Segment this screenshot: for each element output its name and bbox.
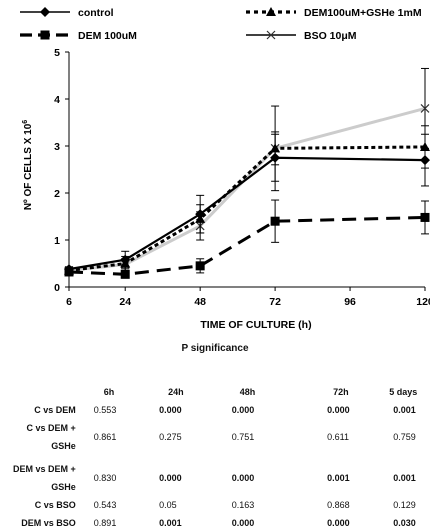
- point-marker: [270, 216, 280, 226]
- x-tick-label: 48: [194, 296, 206, 308]
- significance-row: DEM vs DEM + GSHe 0.830 0.000 0.000 0.001 0.0…: [0, 460, 430, 496]
- series-line: [68, 215, 426, 276]
- y-axis-label-exponent: 6: [22, 120, 29, 124]
- p-value-cell: 0.001: [393, 473, 416, 483]
- p-value-cell: 0.05: [159, 500, 177, 510]
- p-value-cell: 0.275: [159, 432, 182, 442]
- point-marker: [266, 30, 276, 40]
- column-header-6h: 6h: [103, 387, 115, 397]
- series-line: [68, 106, 426, 273]
- series-dem100um-gshe-1mm: [64, 125, 430, 275]
- x-tick-label: 24: [119, 296, 131, 308]
- row-label: C vs DEM: [34, 405, 76, 415]
- point-marker: [40, 30, 50, 40]
- y-axis-label: Nº OF CELLS X 106: [22, 120, 34, 210]
- point-marker: [420, 155, 430, 166]
- significance-table: 6h 24h 48h 72h 5 days C vs DEM 0.553 0.000…: [0, 383, 430, 532]
- p-value-cell: 0.830: [93, 473, 117, 483]
- p-value-cell: 0.001: [393, 405, 416, 415]
- series-line: [68, 145, 426, 273]
- p-value-cell: 0.000: [159, 473, 182, 483]
- p-value-cell: 0.129: [393, 500, 416, 510]
- column-header-5days: 5 days: [389, 387, 418, 397]
- row-label: C vs DEM + GSHe: [26, 423, 76, 451]
- chart-series: [64, 67, 430, 279]
- p-value-cell: 0.759: [393, 432, 416, 442]
- column-header-48h: 48h: [239, 387, 256, 397]
- chart-legend: control DEM100uM+GSHe 1mM DEM 100uM BSO 10μ…: [20, 7, 422, 42]
- significance-row: C vs DEM 0.553 0.000 0.000 0.000 0.001: [0, 401, 430, 419]
- p-value-cell: 0.000: [159, 405, 182, 415]
- significance-title: P significance: [181, 343, 249, 354]
- y-tick-label: 1: [54, 235, 60, 247]
- point-marker: [270, 152, 281, 163]
- p-value-cell: 0.868: [327, 500, 350, 510]
- point-marker: [195, 209, 206, 220]
- x-tick-label: 96: [344, 296, 356, 308]
- p-value-cell: 0.000: [231, 405, 255, 415]
- column-header-72h: 72h: [333, 387, 349, 397]
- legend-item-dem-100um: DEM 100uM: [20, 30, 137, 42]
- p-value-cell: 0.000: [231, 518, 255, 528]
- y-tick-label: 3: [54, 141, 60, 153]
- significance-header-row: 6h 24h 48h 72h 5 days: [0, 383, 430, 401]
- point-marker: [120, 254, 131, 265]
- series-control: [64, 133, 430, 275]
- significance-row: C vs DEM + GSHe 0.861 0.275 0.751 0.611 0.759: [0, 419, 430, 455]
- point-marker: [40, 7, 50, 17]
- series-dem-100um: [64, 199, 430, 279]
- p-value-cell: 0.751: [231, 432, 255, 442]
- point-marker: [266, 7, 276, 16]
- point-marker: [420, 103, 430, 113]
- row-label: DEM vs DEM + GSHe: [13, 464, 76, 492]
- y-tick-label: 2: [54, 188, 60, 200]
- p-value-cell: 0.891: [93, 518, 117, 528]
- x-axis-label: TIME OF CULTURE (h): [200, 319, 311, 331]
- p-value-cell: 0.163: [231, 500, 255, 510]
- p-value-cell: 0.611: [327, 432, 350, 442]
- legend-label: control: [78, 7, 114, 19]
- p-value-cell: 0.861: [93, 432, 117, 442]
- series-bso-10-m: [64, 67, 430, 275]
- y-tick-label: 0: [54, 282, 60, 294]
- chart-axes: 0 1 2 3 4 5 6 24 48 72 96 120: [54, 47, 430, 308]
- y-tick-label: 4: [54, 94, 60, 106]
- legend-label: DEM 100uM: [78, 30, 137, 42]
- x-tick-label: 6: [66, 296, 72, 308]
- p-value-cell: 0.553: [93, 405, 117, 415]
- significance-row: DEM vs BSO 0.891 0.001 0.000 0.000 0.030: [0, 514, 430, 532]
- significance-corner: [0, 383, 76, 401]
- column-header-24h: 24h: [168, 387, 184, 397]
- p-value-cell: 0.001: [327, 473, 350, 483]
- row-label: C vs BSO: [34, 500, 76, 510]
- row-label: DEM vs BSO: [21, 518, 76, 528]
- p-value-cell: 0.000: [327, 518, 350, 528]
- line-chart: control DEM100uM+GSHe 1mM DEM 100uM BSO 10μ…: [20, 7, 430, 331]
- significance-body: C vs DEM 0.553 0.000 0.000 0.000 0.001 C vs DE…: [0, 401, 430, 532]
- legend-label: BSO 10μM: [304, 30, 357, 42]
- p-value-cell: 0.030: [393, 518, 416, 528]
- series-line: [68, 156, 426, 271]
- significance-row: C vs BSO 0.543 0.05 0.163 0.868 0.129: [0, 496, 430, 514]
- point-marker: [120, 269, 130, 279]
- y-tick-label: 5: [54, 47, 60, 59]
- legend-label: DEM100uM+GSHe 1mM: [304, 7, 422, 19]
- p-value-cell: 0.001: [159, 518, 182, 528]
- legend-item-control: control: [20, 7, 114, 19]
- legend-item-bso-10-m: BSO 10μM: [246, 30, 357, 42]
- point-marker: [420, 212, 430, 222]
- p-value-cell: 0.000: [327, 405, 350, 415]
- p-value-cell: 0.000: [231, 473, 255, 483]
- point-marker: [195, 261, 205, 271]
- x-tick-label: 120: [416, 296, 430, 308]
- x-tick-label: 72: [269, 296, 281, 308]
- point-marker: [64, 264, 74, 275]
- p-value-cell: 0.543: [93, 500, 117, 510]
- legend-item-dem100um-gshe-1mm: DEM100uM+GSHe 1mM: [246, 7, 422, 19]
